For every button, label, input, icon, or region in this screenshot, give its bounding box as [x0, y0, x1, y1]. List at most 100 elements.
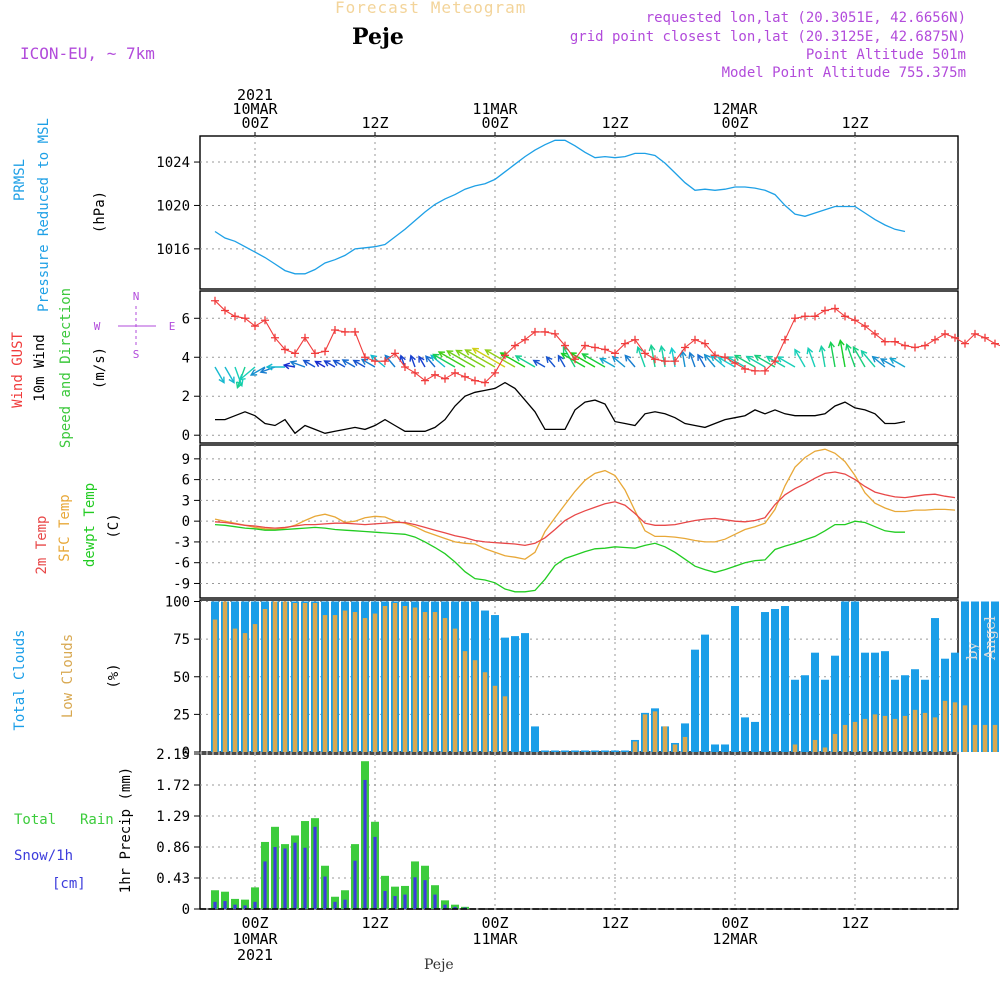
bottom-time-label: 12MAR: [712, 930, 758, 948]
wind-arrow: [341, 359, 356, 368]
total-cloud-bar: [861, 652, 869, 752]
wind-arrow: [599, 357, 616, 368]
wind-arrow-head: [409, 354, 416, 362]
wind-arrow-shaft: [324, 360, 336, 368]
wind-arrow-shaft: [689, 352, 696, 368]
watermark: by Angel: [963, 616, 999, 660]
precip-ytick-label: 1.29: [156, 809, 190, 825]
wind-arrow: [265, 363, 285, 371]
wind-arrow: [259, 366, 276, 374]
wind-arrow-head: [879, 358, 888, 365]
wind-arrow: [484, 349, 516, 368]
top-time-label: 12Z: [841, 114, 868, 132]
wind-arrow-head: [249, 369, 258, 376]
wind-arrow: [852, 345, 866, 368]
pressure-unit: (hPa): [92, 191, 108, 233]
wind-arrow-shaft: [794, 349, 806, 368]
wind-arrow-shaft: [224, 366, 235, 383]
snow-bar: [283, 848, 287, 909]
gust-marker: [551, 329, 559, 338]
wind-arrow: [418, 355, 426, 368]
wind-arrow: [658, 344, 666, 368]
low-cloud-bar: [332, 615, 338, 752]
total-cloud-bar: [851, 601, 859, 752]
low-cloud-bar: [432, 612, 438, 752]
cloud-label-low: Low Clouds: [60, 634, 76, 718]
wind-arrow-shaft: [681, 351, 686, 368]
wind-arrow-shaft: [432, 353, 456, 368]
pressure-series: [214, 139, 906, 275]
top-time-label: 00Z: [481, 114, 508, 132]
gust-marker: [401, 363, 409, 371]
wind-arrow: [455, 349, 486, 368]
bottom-time-label: 12Z: [841, 914, 868, 932]
wind-arrow-shaft: [400, 355, 406, 368]
low-cloud-bar: [392, 603, 398, 752]
wind-arrow-head: [562, 345, 569, 354]
bottom-time-label: 11MAR: [472, 930, 518, 948]
wind-arrow: [446, 350, 476, 368]
temperature-ytick-label: 3: [182, 493, 190, 509]
wind-arrow: [688, 351, 696, 368]
gust-marker: [911, 343, 919, 352]
pressure-frame: [199, 135, 959, 290]
wind-arrow: [302, 359, 316, 368]
low-cloud-bar: [262, 609, 268, 752]
snow-bar: [233, 904, 237, 909]
snow-bar: [343, 899, 347, 909]
wind-arrow-shaft: [250, 366, 266, 376]
wind-arrow-head: [352, 359, 360, 366]
low-cloud-bar: [472, 660, 478, 752]
wind-arrow-head: [464, 349, 472, 356]
wind-arrow-head: [259, 367, 267, 374]
snow-bar: [423, 880, 427, 909]
wind-arrow-shaft: [465, 349, 496, 368]
temperature-ytick-label: 0: [182, 514, 190, 530]
wind-arrow-head: [889, 357, 897, 364]
low-cloud-bar: [932, 717, 938, 752]
wind-series: [215, 381, 906, 435]
wind-arrow-head: [599, 357, 607, 364]
gust-marker: [491, 368, 499, 377]
gust-marker: [961, 339, 969, 348]
grid-point-lonlat: grid point closest lon,lat (20.3125E, 42…: [569, 29, 966, 45]
precip-legend-cm: [cm]: [52, 876, 86, 892]
wind-arrow: [409, 354, 416, 368]
total-precip-bar: [211, 890, 219, 909]
top-time-label: 12Z: [601, 114, 628, 132]
total-precip-bar: [221, 891, 229, 909]
bottom-time-label: 12Z: [601, 914, 628, 932]
low-cloud-bar: [222, 601, 228, 752]
wind-arrow-head: [282, 362, 291, 370]
gust-marker: [661, 357, 669, 366]
gust-marker: [771, 357, 779, 366]
gust-marker: [991, 339, 999, 348]
wind-arrow-head: [514, 355, 522, 362]
cloud-label-total: Total Clouds: [12, 629, 28, 730]
wind-arrow-head: [560, 352, 568, 359]
wind-arrow-head: [446, 350, 454, 357]
low-cloud-bar: [312, 603, 318, 752]
low-cloud-bar: [402, 606, 408, 752]
wind-arrow-shaft: [820, 346, 826, 368]
wind-arrow-head: [384, 354, 392, 362]
wind-arrow-shaft: [234, 366, 243, 387]
low-cloud-bar: [352, 612, 358, 752]
total-precip-bar: [251, 887, 259, 909]
wind-arrow: [837, 338, 846, 368]
snow-bar: [243, 905, 247, 909]
gust-marker: [681, 343, 689, 352]
wind-arrow-head: [765, 355, 773, 362]
snow-bar: [253, 901, 257, 909]
wind-arrow-shaft: [704, 354, 716, 368]
gust-marker: [481, 378, 489, 387]
wind-ytick-label: 6: [182, 311, 190, 327]
compass-west: W: [94, 320, 101, 333]
low-cloud-bar: [452, 628, 458, 752]
wind-arrow-shaft: [599, 357, 616, 368]
low-cloud-bar: [502, 696, 508, 752]
total-cloud-bar: [691, 649, 699, 752]
gust-marker: [231, 312, 239, 321]
temp-label-dewpt: dewpt Temp: [82, 483, 98, 567]
low-cloud-bar: [822, 747, 828, 752]
